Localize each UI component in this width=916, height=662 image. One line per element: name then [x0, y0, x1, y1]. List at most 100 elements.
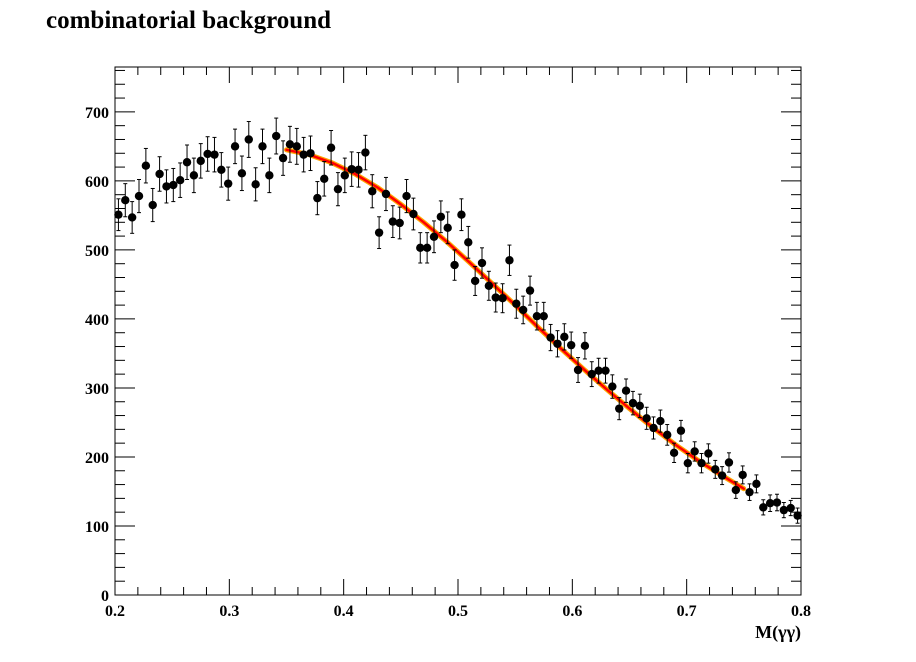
data-point — [635, 401, 644, 411]
x-tick-label: 0.5 — [448, 603, 468, 620]
data-point — [402, 191, 411, 201]
axis-ticks — [114, 67, 802, 596]
data-point — [320, 174, 329, 184]
data-point — [642, 414, 651, 423]
data-point — [649, 423, 658, 433]
x-tick-labels: 0.2 0.3 0.4 0.5 0.6 0.7 0.8 — [105, 603, 811, 620]
data-point — [395, 218, 404, 228]
data-point — [724, 458, 734, 467]
data-point — [155, 169, 164, 179]
data-point — [422, 243, 432, 253]
data-point — [361, 148, 370, 157]
data-point — [717, 471, 727, 480]
data-point — [251, 180, 260, 189]
data-point — [278, 153, 288, 163]
data-point — [772, 498, 782, 507]
y-tick-label: 0 — [101, 588, 109, 605]
data-point — [306, 149, 315, 158]
y-tick-label: 500 — [85, 243, 109, 260]
data-point — [601, 366, 610, 375]
y-tick-label: 300 — [85, 381, 109, 398]
y-tick-label: 700 — [85, 105, 109, 122]
data-point — [141, 161, 151, 170]
data-point — [381, 189, 391, 199]
data-point — [127, 213, 137, 222]
data-point — [512, 299, 521, 308]
data-point — [663, 430, 672, 440]
data-point — [354, 165, 363, 175]
data-point — [272, 131, 281, 141]
data-point — [621, 386, 631, 395]
data-point — [416, 243, 425, 253]
data-point — [546, 333, 555, 342]
data-point — [731, 485, 741, 495]
data-point — [175, 175, 185, 185]
data-point — [765, 499, 775, 508]
data-points — [114, 117, 802, 524]
data-point — [436, 212, 446, 221]
data-point — [457, 210, 466, 219]
data-point — [450, 260, 459, 270]
y-tick-labels: 0 100 200 300 400 500 600 700 — [85, 105, 109, 605]
data-point — [615, 404, 624, 413]
data-point — [265, 171, 274, 180]
data-point — [313, 193, 322, 203]
data-point — [169, 180, 178, 190]
data-point — [525, 286, 535, 295]
data-point — [223, 179, 233, 188]
data-point — [573, 365, 583, 375]
y-tick-label: 600 — [85, 174, 109, 191]
data-point — [464, 238, 473, 247]
x-tick-label: 0.3 — [219, 603, 239, 620]
x-tick-label: 0.6 — [562, 603, 582, 620]
data-point — [340, 171, 350, 180]
y-tick-label: 200 — [85, 450, 109, 467]
data-point — [676, 426, 686, 435]
data-point — [608, 382, 617, 391]
data-point — [786, 503, 795, 513]
x-tick-label: 0.2 — [105, 603, 125, 620]
data-point — [326, 143, 336, 152]
data-point — [374, 228, 384, 237]
data-point — [237, 169, 247, 178]
data-point — [368, 187, 377, 196]
data-point — [333, 184, 343, 194]
data-point — [656, 416, 665, 426]
data-point — [217, 165, 226, 175]
data-point — [738, 470, 747, 480]
data-point — [230, 142, 240, 151]
y-tick-label: 100 — [85, 519, 109, 536]
x-tick-label: 0.7 — [677, 603, 697, 620]
x-axis-title: M(γγ) — [755, 622, 801, 643]
data-point — [196, 156, 205, 166]
data-point — [477, 258, 487, 268]
fit-curve — [284, 147, 747, 492]
data-point — [388, 217, 398, 226]
x-tick-label: 0.8 — [791, 603, 811, 620]
data-point — [429, 232, 439, 241]
data-point — [518, 305, 528, 315]
data-point — [121, 196, 130, 205]
data-point — [347, 164, 356, 174]
data-point — [566, 340, 576, 350]
y-tick-label: 400 — [85, 312, 109, 329]
data-point — [711, 465, 720, 474]
data-point — [560, 332, 569, 342]
data-point — [244, 135, 253, 144]
data-point — [697, 458, 706, 468]
data-point — [745, 487, 754, 497]
fit-curve-line — [285, 148, 746, 490]
data-point — [484, 281, 494, 290]
data-point — [189, 171, 199, 180]
data-point — [292, 142, 301, 151]
data-point — [580, 341, 590, 351]
plot-frame — [114, 66, 802, 596]
x-tick-label: 0.4 — [334, 603, 354, 620]
data-point — [752, 479, 761, 489]
data-point — [299, 150, 308, 159]
chart-title: combinatorial background — [46, 7, 331, 34]
data-point — [470, 276, 480, 286]
data-point — [539, 311, 548, 321]
data-point — [203, 149, 212, 159]
